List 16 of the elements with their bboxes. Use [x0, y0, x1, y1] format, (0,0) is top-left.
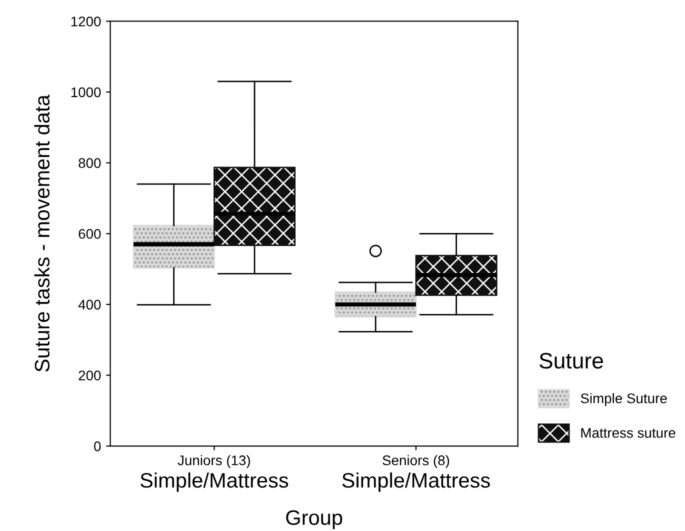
y-tick-label: 600: [78, 228, 101, 239]
legend-label: Simple Suture: [580, 393, 667, 406]
x-tick-label: Seniors (8): [382, 455, 450, 468]
y-tick-label: 1200: [71, 16, 101, 26]
x-tick-label: Juniors (13): [178, 455, 250, 468]
y-tick-label: 1000: [71, 87, 101, 98]
y-axis-title: Suture tasks - movement data: [34, 94, 50, 372]
text: Simple/Mattress: [140, 472, 288, 492]
x-axis-title: Group: [286, 510, 342, 530]
y-tick-label: 200: [78, 370, 101, 380]
legend-title: Suture: [540, 352, 603, 369]
y-tick-label: 800: [78, 158, 101, 168]
legend-label: Mattress suture: [581, 428, 676, 438]
y-tick-label: 0: [94, 441, 101, 452]
y-tick-label: 400: [78, 300, 101, 310]
text: Simple/Mattress: [342, 472, 490, 492]
